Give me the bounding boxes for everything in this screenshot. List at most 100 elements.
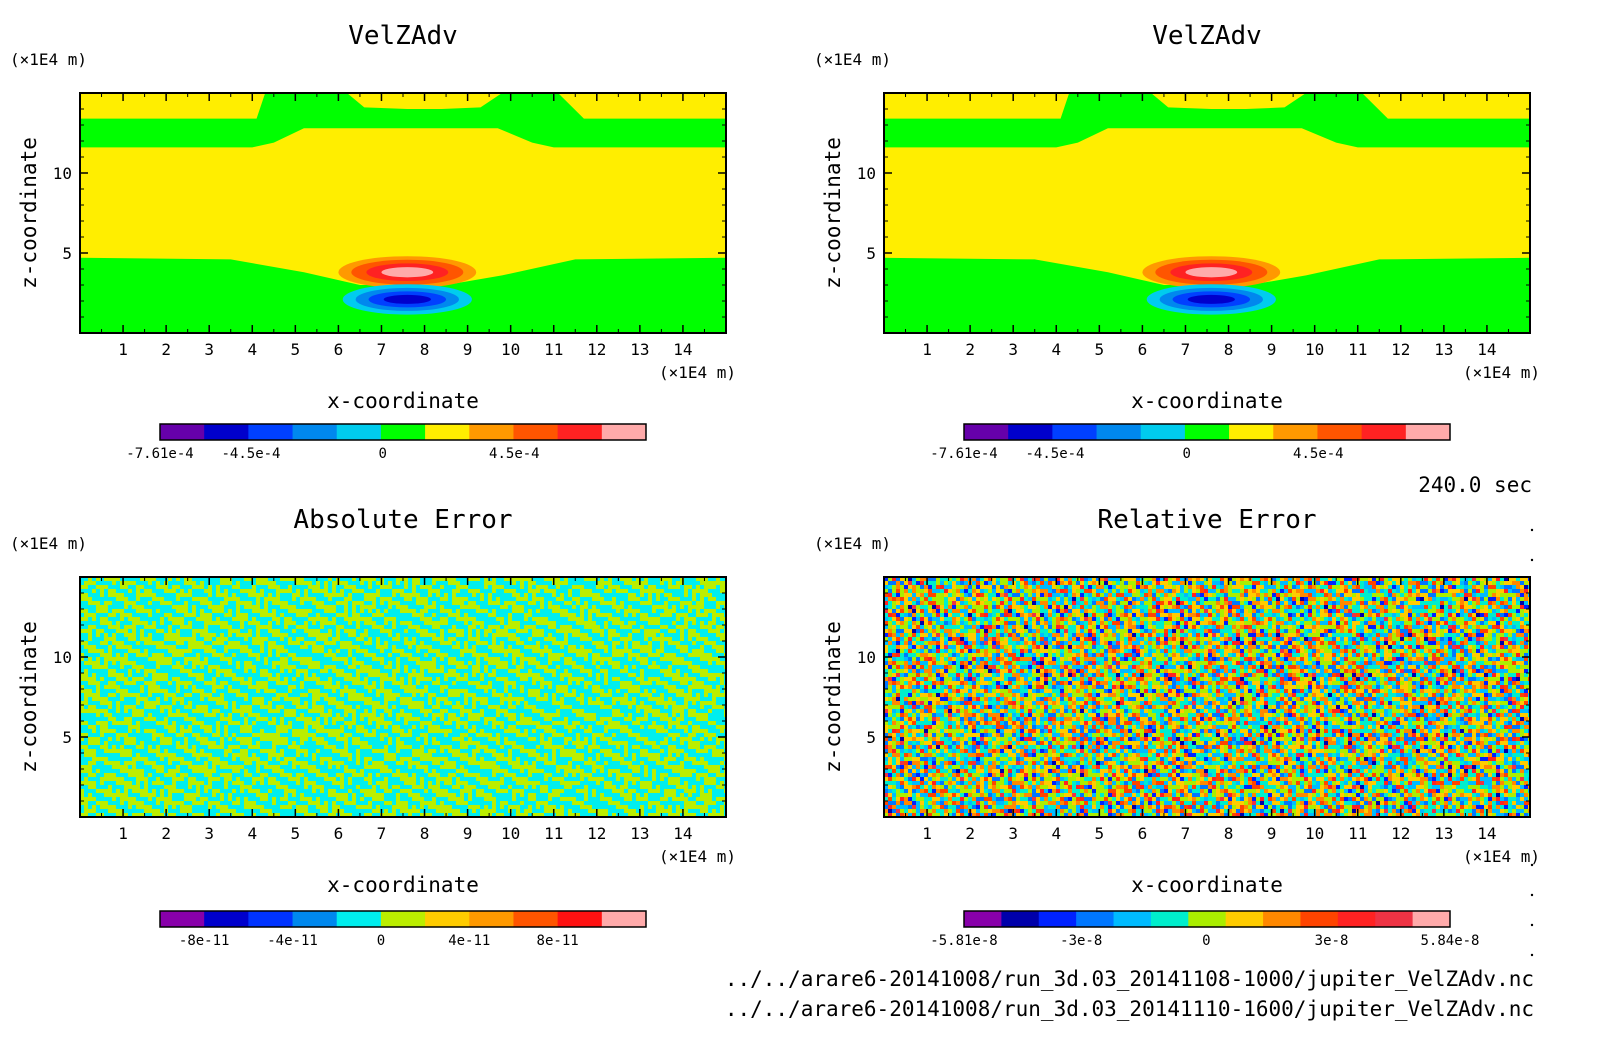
field-cell — [472, 745, 476, 749]
field-cell — [620, 597, 624, 601]
field-cell — [620, 709, 624, 713]
field-cell — [252, 645, 256, 649]
field-cell — [152, 753, 156, 757]
field-cell — [148, 585, 152, 589]
colorbar-swatch — [248, 424, 294, 440]
field-cell — [556, 761, 560, 765]
field-cell — [468, 685, 472, 689]
field-cell — [504, 613, 508, 617]
field-cell — [456, 605, 460, 609]
field-cell — [232, 761, 236, 765]
field-cell — [400, 657, 404, 661]
field-cell — [464, 593, 468, 597]
field-cell — [248, 669, 252, 673]
field-cell — [444, 717, 448, 721]
field-cell — [100, 769, 104, 773]
field-cell — [312, 805, 316, 809]
field-cell — [520, 741, 524, 745]
field-cell — [264, 701, 268, 705]
field-cell — [468, 753, 472, 757]
field-cell — [160, 801, 164, 805]
field-cell — [676, 593, 680, 597]
field-cell — [264, 641, 268, 645]
field-cell — [576, 661, 580, 665]
field-cell — [508, 789, 512, 793]
field-cell — [448, 677, 452, 681]
field-cell — [464, 609, 468, 613]
field-cell — [256, 585, 260, 589]
field-cell — [564, 665, 568, 669]
field-cell — [532, 641, 536, 645]
field-cell — [648, 797, 652, 801]
field-cell — [672, 637, 676, 641]
field-cell — [656, 685, 660, 689]
field-cell — [260, 753, 264, 757]
field-cell — [536, 717, 540, 721]
field-cell — [332, 597, 336, 601]
field-cell — [296, 801, 300, 805]
field-cell — [96, 637, 100, 641]
field-cell — [216, 689, 220, 693]
field-cell — [392, 777, 396, 781]
field-cell — [380, 753, 384, 757]
field-cell — [544, 749, 548, 753]
field-cell — [704, 757, 708, 761]
field-cell — [656, 749, 660, 753]
field-cell — [272, 773, 276, 777]
field-cell — [320, 685, 324, 689]
field-cell — [420, 697, 424, 701]
field-cell — [228, 617, 232, 621]
field-cell — [376, 601, 380, 605]
field-cell — [364, 717, 368, 721]
field-cell — [260, 713, 264, 717]
field-cell — [308, 601, 312, 605]
field-cell — [596, 601, 600, 605]
field-cell — [652, 669, 656, 673]
field-cell — [124, 697, 128, 701]
x-tick-label: 7 — [377, 340, 387, 359]
field-cell — [476, 725, 480, 729]
field-cell — [424, 797, 428, 801]
field-cell — [84, 589, 88, 593]
field-cell — [716, 701, 720, 705]
field-cell — [544, 625, 548, 629]
field-cell — [240, 761, 244, 765]
field-cell — [140, 721, 144, 725]
field-cell — [416, 773, 420, 777]
field-cell — [384, 773, 388, 777]
field-cell — [488, 757, 492, 761]
field-cell — [160, 593, 164, 597]
field-cell — [284, 637, 288, 641]
field-cell — [312, 793, 316, 797]
field-cell — [596, 661, 600, 665]
field-cell — [96, 749, 100, 753]
field-cell — [448, 645, 452, 649]
field-cell — [308, 701, 312, 705]
field-cell — [100, 689, 104, 693]
field-cell — [136, 749, 140, 753]
field-cell — [288, 749, 292, 753]
field-cell — [644, 733, 648, 737]
field-cell — [220, 725, 224, 729]
field-cell — [424, 717, 428, 721]
field-cell — [444, 661, 448, 665]
field-cell — [288, 769, 292, 773]
field-cell — [308, 697, 312, 701]
field-cell — [636, 589, 640, 593]
field-cell — [716, 617, 720, 621]
field-cell — [252, 673, 256, 677]
field-cell — [492, 745, 496, 749]
field-cell — [92, 577, 96, 581]
field-cell — [656, 601, 660, 605]
field-cell — [720, 609, 724, 613]
field-cell — [112, 737, 116, 741]
field-cell — [168, 653, 172, 657]
field-cell — [244, 653, 248, 657]
field-cell — [420, 589, 424, 593]
field-cell — [564, 585, 568, 589]
field-cell — [308, 777, 312, 781]
field-cell — [712, 729, 716, 733]
field-cell — [80, 613, 84, 617]
field-cell — [604, 773, 608, 777]
field-cell — [592, 709, 596, 713]
